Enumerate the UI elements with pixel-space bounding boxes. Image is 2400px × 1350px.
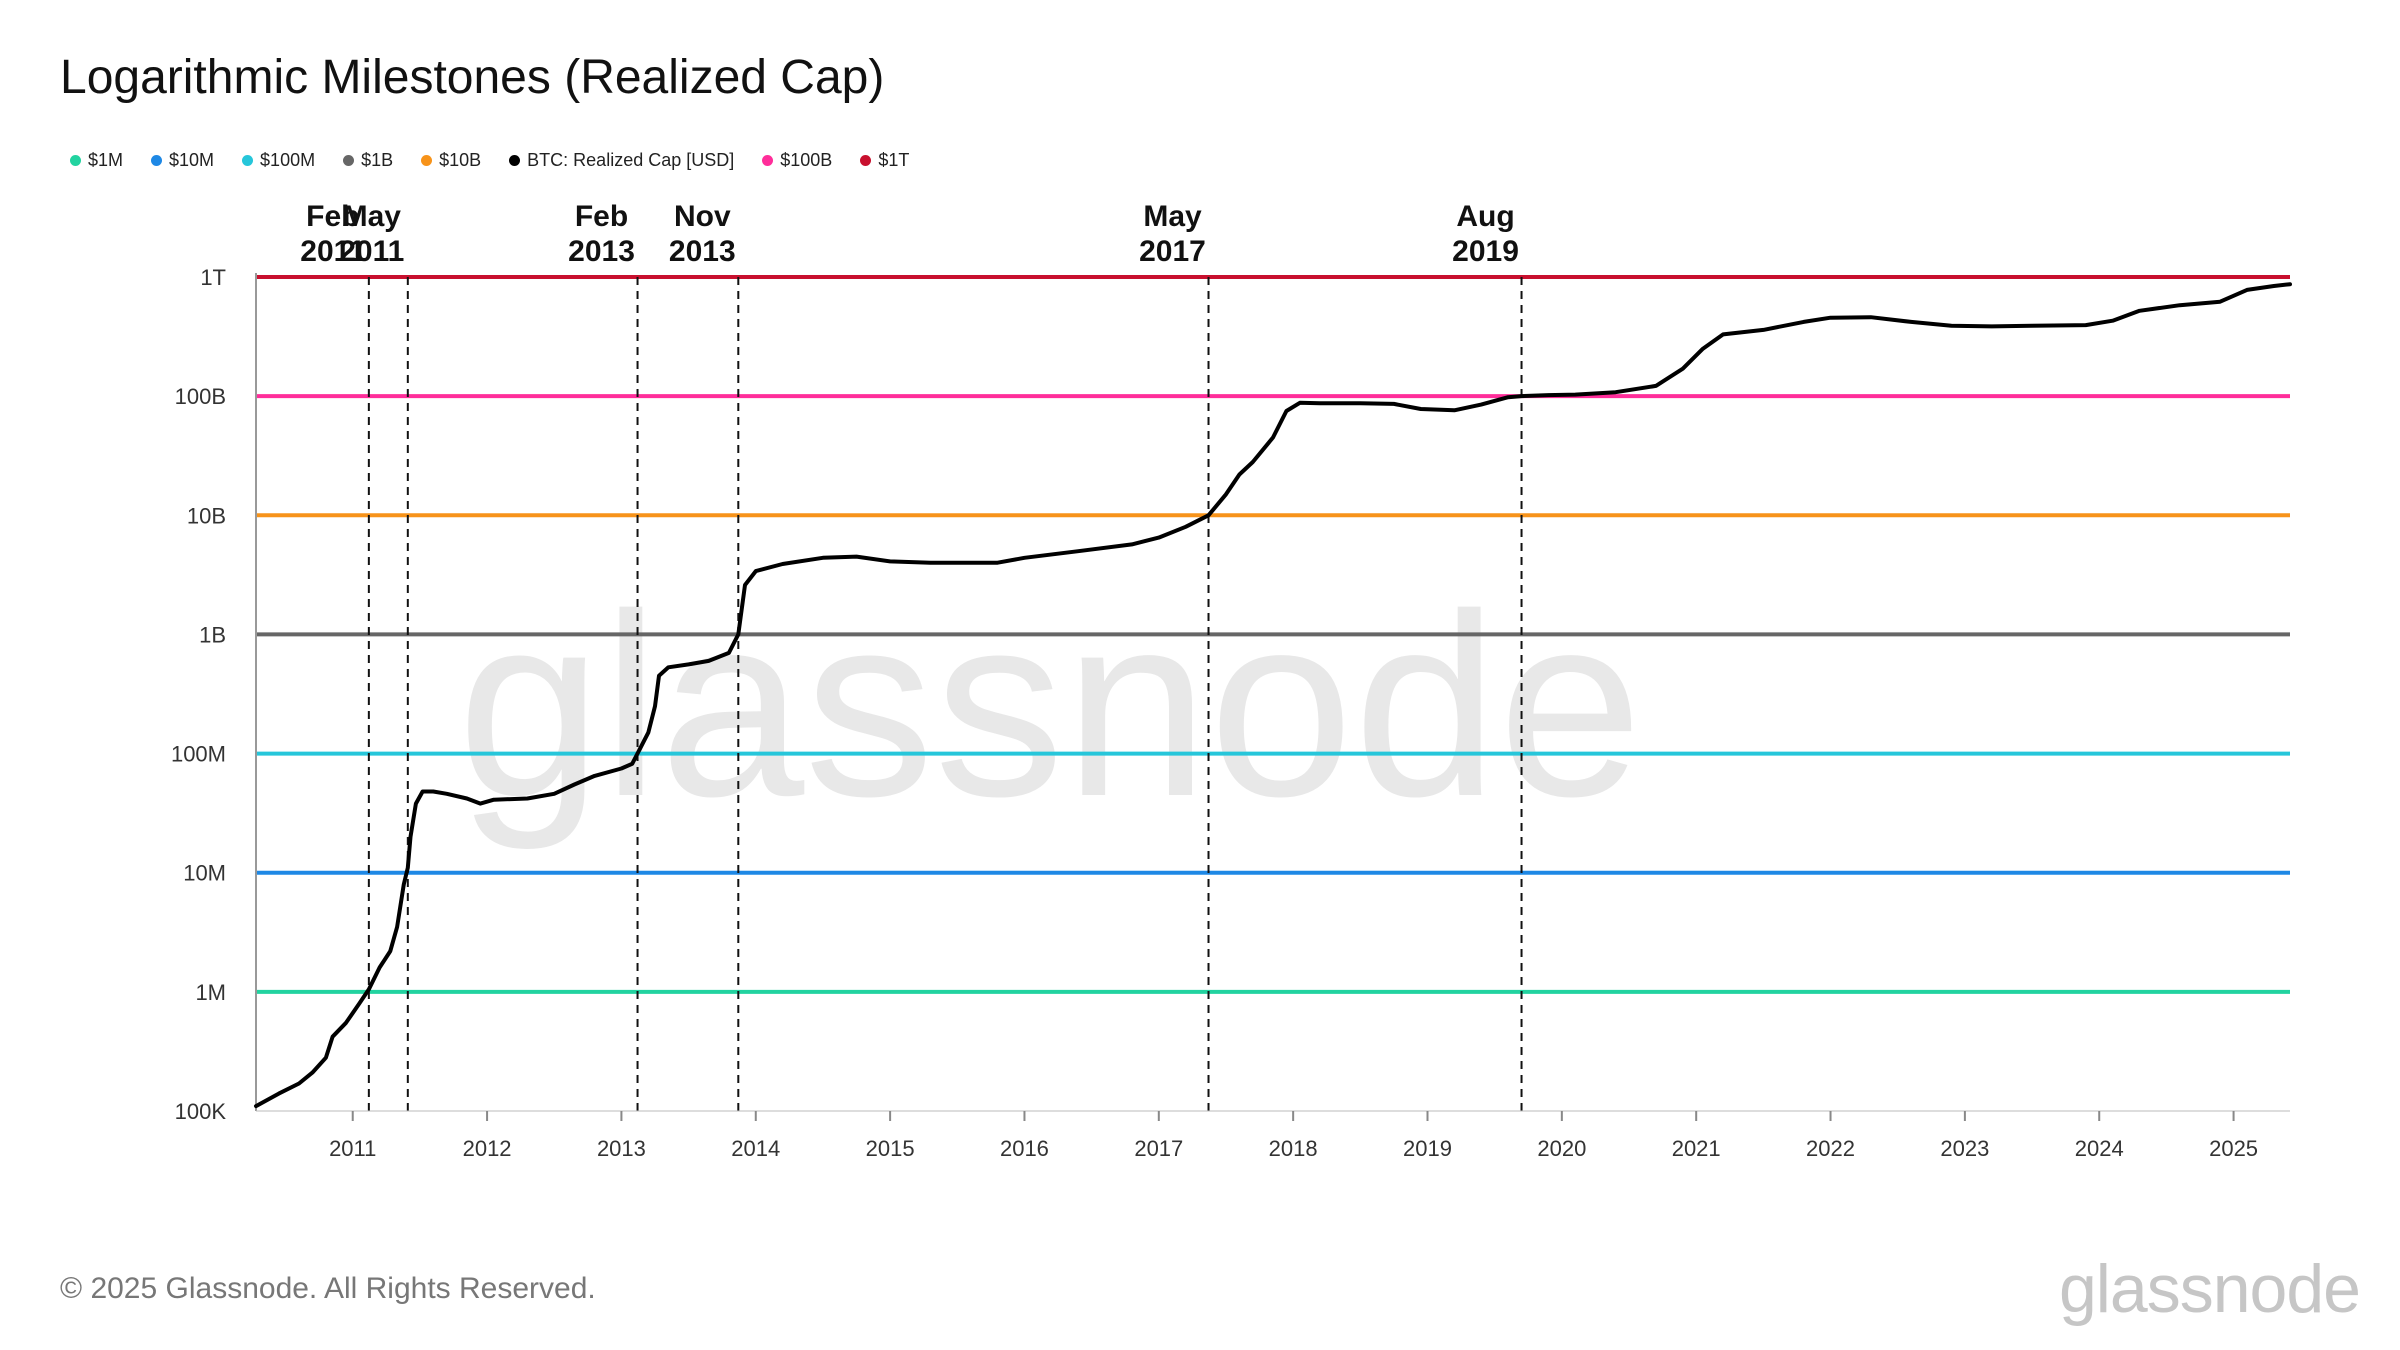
legend-label: $10M [169, 150, 215, 170]
chart-legend: $1M $10M $100M $1B $10B BTC: Realized Ca… [70, 150, 937, 171]
legend-label: $100B [780, 150, 833, 170]
legend-item[interactable]: $10B [421, 150, 481, 171]
legend-item[interactable]: $1T [860, 150, 909, 171]
legend-dot [509, 155, 521, 166]
legend-item[interactable]: $1B [343, 150, 393, 171]
x-tick-label: 2020 [1537, 1136, 1586, 1161]
legend-dot [860, 155, 872, 166]
x-tick-label: 2014 [731, 1136, 780, 1161]
legend-dot [421, 155, 433, 166]
x-tick-label: 2019 [1403, 1136, 1452, 1161]
series-line [254, 282, 2292, 1109]
y-tick-label: 10B [187, 503, 226, 528]
y-tick-label: 10M [183, 861, 226, 886]
milestone-label: 2013 [568, 235, 635, 268]
y-tick-label: 100M [171, 742, 226, 767]
x-tick-label: 2017 [1134, 1136, 1183, 1161]
legend-label: $1T [878, 150, 910, 170]
milestone-label: 2011 [300, 235, 365, 268]
milestone-label: 2019 [1452, 235, 1519, 268]
y-tick-label: 1B [199, 622, 226, 647]
legend-label: BTC: Realized Cap [USD] [527, 150, 735, 170]
legend-item[interactable]: $100B [762, 150, 832, 171]
x-tick-label: 2023 [1940, 1136, 1989, 1161]
x-tick-label: 2021 [1672, 1136, 1721, 1161]
brand-logo: glassnode [2058, 1251, 2361, 1327]
x-tick-label: 2022 [1806, 1136, 1855, 1161]
chart-title: Logarithmic Milestones (Realized Cap) [60, 51, 885, 104]
legend-item[interactable]: $100M [242, 150, 315, 171]
x-tick-label: 2015 [866, 1136, 915, 1161]
legend-dot [70, 155, 81, 166]
legend-dot [151, 155, 163, 166]
x-tick-label: 2011 [329, 1136, 376, 1161]
legend-label: $10B [439, 150, 482, 170]
milestone-label: May [1143, 200, 1202, 233]
watermark-text: glassnode [457, 561, 1642, 852]
legend-item[interactable]: $1M [70, 150, 123, 171]
milestone-label: 2017 [1139, 235, 1206, 268]
legend-dot [242, 155, 254, 166]
milestone-label: 2011 [339, 235, 404, 268]
x-tick-label: 2016 [1000, 1136, 1049, 1161]
x-tick-label: 2024 [2075, 1136, 2124, 1161]
legend-dot [343, 155, 355, 166]
y-tick-label: 1M [195, 980, 226, 1005]
legend-dot [762, 155, 774, 166]
legend-item[interactable]: $10M [151, 150, 214, 171]
milestone-label: Nov [674, 200, 731, 233]
x-tick-label: 2018 [1269, 1136, 1318, 1161]
y-tick-label: 100K [175, 1099, 227, 1124]
legend-label: $1B [361, 150, 394, 170]
y-tick-label: 1T [200, 265, 226, 290]
x-tick-label: 2025 [2209, 1136, 2258, 1161]
legend-label: $100M [260, 150, 316, 170]
legend-label: $1M [88, 150, 124, 170]
milestone-label: 2013 [669, 235, 736, 268]
copyright-footer: © 2025 Glassnode. All Rights Reserved. [60, 1272, 596, 1305]
legend-item[interactable]: BTC: Realized Cap [USD] [509, 150, 734, 171]
y-tick-label: 100B [175, 384, 226, 409]
milestone-label: Feb [575, 200, 628, 233]
milestone-label: Feb [306, 200, 359, 233]
x-tick-label: 2012 [463, 1136, 512, 1161]
milestone-label: May [343, 200, 402, 233]
milestone-label: Aug [1456, 200, 1514, 233]
x-tick-label: 2013 [597, 1136, 646, 1161]
